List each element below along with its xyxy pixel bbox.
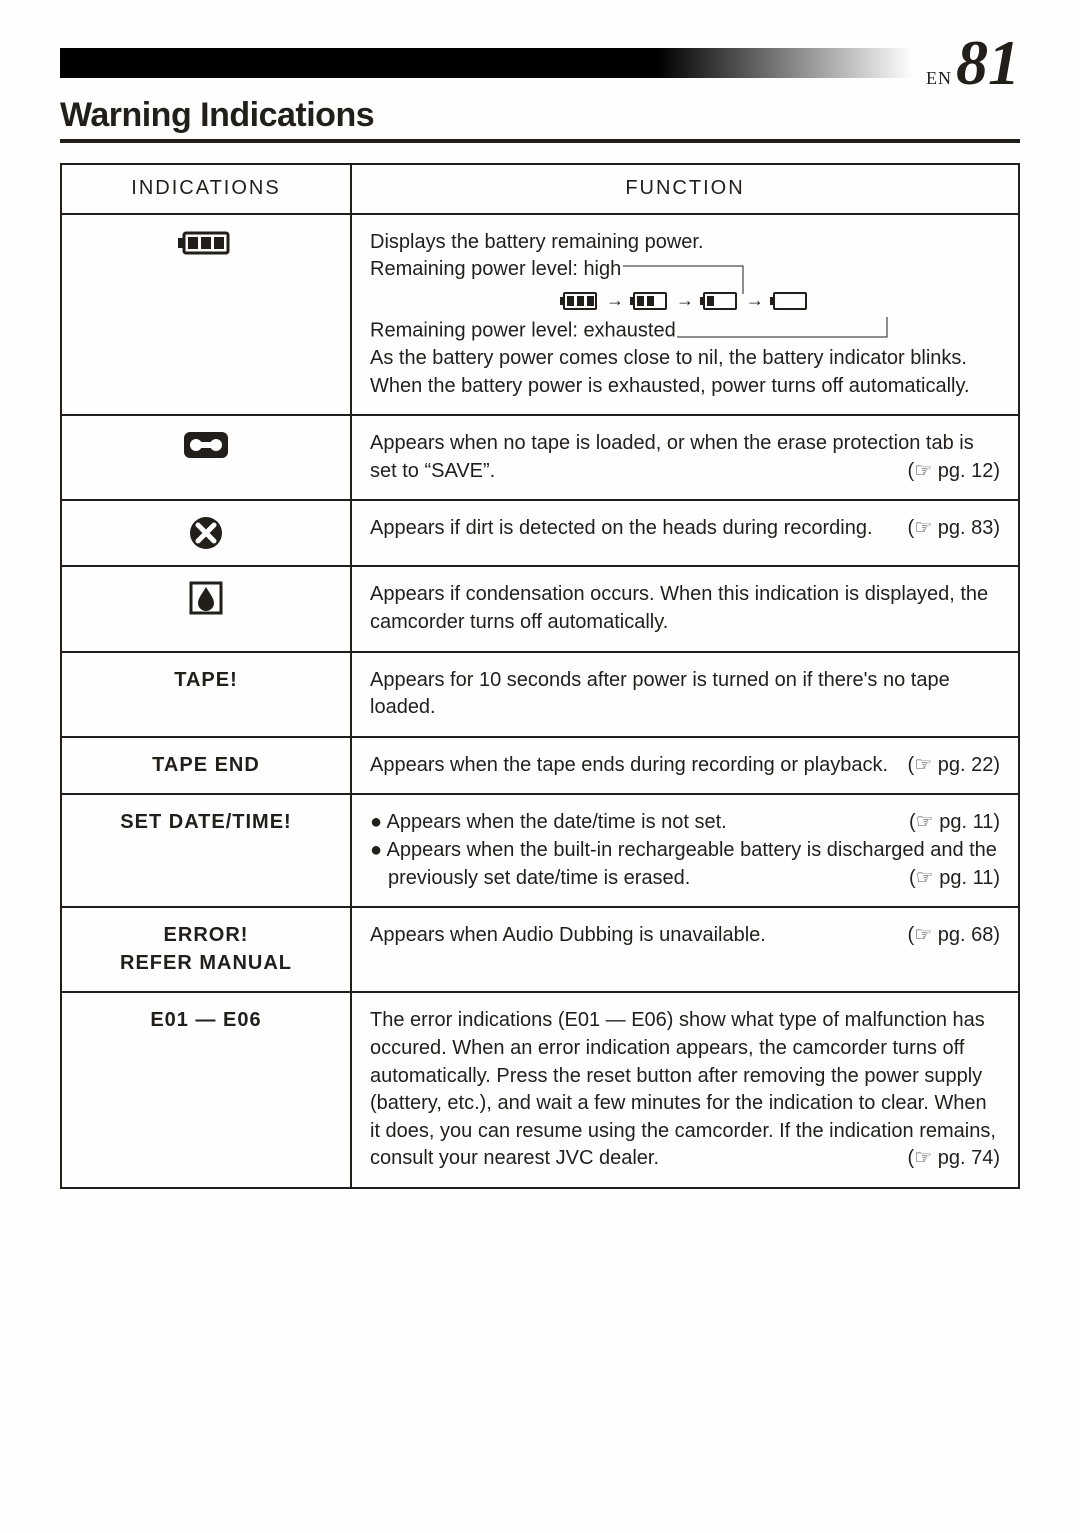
col-function: FUNCTION	[351, 164, 1019, 214]
error-indicator: ERROR! REFER MANUAL	[61, 907, 351, 992]
page-header: EN 81	[60, 40, 1020, 86]
battery-1-icon	[700, 291, 740, 311]
error-function: Appears when Audio Dubbing is unavailabl…	[351, 907, 1019, 992]
page-ref: (☞ pg. 11)	[927, 809, 1000, 837]
page-ref: (☞ pg. 74)	[908, 1145, 1000, 1173]
row-error: ERROR! REFER MANUAL Appears when Audio D…	[61, 907, 1019, 992]
row-condensation: Appears if condensation occurs. When thi…	[61, 566, 1019, 651]
col-indications: INDICATIONS	[61, 164, 351, 214]
tape-function: Appears for 10 seconds after power is tu…	[351, 652, 1019, 737]
condensation-indicator-cell	[61, 566, 351, 651]
battery-2-icon	[630, 291, 670, 311]
datetime-bullet-2: Appears when the built-in rechargeable b…	[370, 837, 1000, 892]
page-ref: (☞ pg. 83)	[908, 515, 1000, 543]
page-ref: (☞ pg. 22)	[908, 752, 1000, 780]
dirt-indicator-cell	[61, 500, 351, 566]
arrow-icon: →	[676, 288, 694, 313]
arrow-icon: →	[606, 288, 624, 313]
battery-indicator-cell	[61, 214, 351, 416]
arrow-icon: →	[746, 288, 764, 313]
exhausted-leader-line	[677, 315, 897, 345]
datetime-indicator: SET DATE/TIME!	[61, 794, 351, 907]
row-e01-e06: E01 — E06 The error indications (E01 — E…	[61, 992, 1019, 1188]
cassette-function: Appears when no tape is loaded, or when …	[351, 415, 1019, 500]
battery-tail: As the battery power comes close to nil,…	[370, 345, 1000, 400]
dirt-function: Appears if dirt is detected on the heads…	[351, 500, 1019, 566]
droplet-box-icon	[189, 581, 223, 615]
battery-0-icon	[770, 291, 810, 311]
condensation-function: Appears if condensation occurs. When thi…	[351, 566, 1019, 651]
row-tape-end: TAPE END Appears when the tape ends duri…	[61, 737, 1019, 795]
lang-label: EN	[926, 68, 952, 89]
cassette-icon	[182, 430, 230, 460]
header-gradient	[60, 48, 914, 78]
battery-3-icon	[560, 291, 600, 311]
warning-table: INDICATIONS FUNCTION Displays the batter…	[60, 163, 1020, 1189]
datetime-function: Appears when the date/time is not set. (…	[351, 794, 1019, 907]
row-tape: TAPE! Appears for 10 seconds after power…	[61, 652, 1019, 737]
tape-indicator: TAPE!	[61, 652, 351, 737]
row-datetime: SET DATE/TIME! Appears when the date/tim…	[61, 794, 1019, 907]
battery-desc: Displays the battery remaining power.	[370, 229, 1000, 257]
datetime-bullet-1: Appears when the date/time is not set. (…	[370, 809, 1000, 837]
battery-function: Displays the battery remaining power. Re…	[351, 214, 1019, 416]
page-ref: (☞ pg. 12)	[908, 458, 1000, 486]
table-header-row: INDICATIONS FUNCTION	[61, 164, 1019, 214]
row-cassette: Appears when no tape is loaded, or when …	[61, 415, 1019, 500]
page-num: 81	[956, 34, 1020, 92]
tape-end-function: Appears when the tape ends during record…	[351, 737, 1019, 795]
row-battery: Displays the battery remaining power. Re…	[61, 214, 1019, 416]
tape-end-indicator: TAPE END	[61, 737, 351, 795]
page-ref: (☞ pg. 68)	[908, 922, 1000, 950]
cassette-indicator-cell	[61, 415, 351, 500]
row-dirt: Appears if dirt is detected on the heads…	[61, 500, 1019, 566]
battery-exhausted-label: Remaining power level: exhausted	[370, 315, 1000, 345]
e01-indicator: E01 — E06	[61, 992, 351, 1188]
title-rule	[60, 139, 1020, 143]
x-circle-icon	[188, 515, 224, 551]
page-ref: (☞ pg. 11)	[927, 865, 1000, 893]
battery-full-icon	[178, 229, 234, 257]
page-title: Warning Indications	[60, 96, 1020, 135]
e01-function: The error indications (E01 — E06) show w…	[351, 992, 1019, 1188]
page-number: EN 81	[926, 34, 1020, 92]
